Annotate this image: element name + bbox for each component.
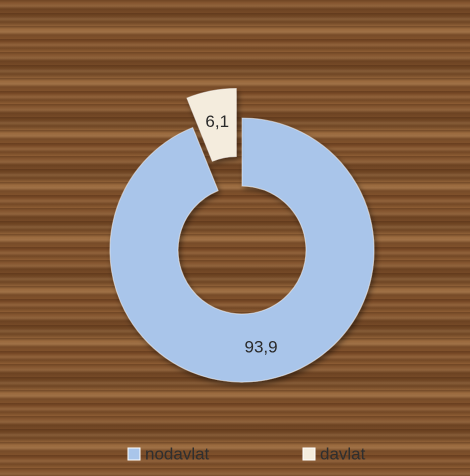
doughnut-slice: [110, 118, 374, 382]
legend-swatch: [128, 448, 140, 460]
chart-frame: 93,9 6,1 nodavlat davlat: [0, 0, 470, 476]
data-label: 93,9: [244, 338, 277, 357]
legend-label: davlat: [320, 444, 366, 463]
legend-swatch: [303, 448, 315, 460]
chart: 93,9 6,1 nodavlat davlat: [0, 0, 470, 476]
data-label: 6,1: [205, 112, 229, 131]
legend-label: nodavlat: [145, 444, 210, 463]
